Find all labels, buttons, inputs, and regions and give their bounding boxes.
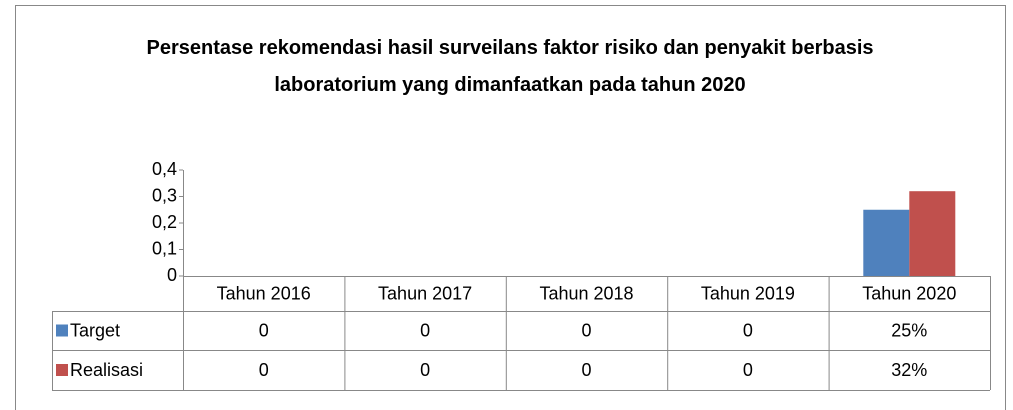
y-tick-label: 0,2 — [152, 212, 177, 232]
x-tick-label: Tahun 2020 — [862, 283, 956, 303]
table-value: 0 — [743, 320, 753, 340]
table-value: 0 — [420, 360, 430, 380]
y-tick-label: 0,4 — [152, 159, 177, 179]
y-tick-label: 0,3 — [152, 185, 177, 205]
x-tick-label: Tahun 2019 — [701, 283, 795, 303]
table-value: 0 — [259, 360, 269, 380]
table-value: 25% — [891, 320, 927, 340]
table-value: 32% — [891, 360, 927, 380]
legend-label: Target — [70, 320, 120, 340]
y-tick-label: 0,1 — [152, 238, 177, 258]
table-value: 0 — [420, 320, 430, 340]
bar — [863, 209, 910, 276]
table-value: 0 — [259, 320, 269, 340]
table-value: 0 — [581, 320, 591, 340]
table-value: 0 — [743, 360, 753, 380]
table-value: 0 — [581, 360, 591, 380]
chart-border — [15, 5, 1006, 410]
x-tick-label: Tahun 2017 — [378, 283, 472, 303]
legend-swatch — [56, 364, 68, 376]
x-tick-label: Tahun 2016 — [217, 283, 311, 303]
legend-swatch — [56, 324, 68, 337]
legend-label: Realisasi — [70, 360, 143, 380]
chart-title: Persentase rekomendasi hasil surveilans … — [146, 37, 874, 96]
y-tick-label: 0 — [167, 265, 177, 285]
bar — [909, 191, 956, 276]
x-tick-label: Tahun 2018 — [539, 283, 633, 303]
